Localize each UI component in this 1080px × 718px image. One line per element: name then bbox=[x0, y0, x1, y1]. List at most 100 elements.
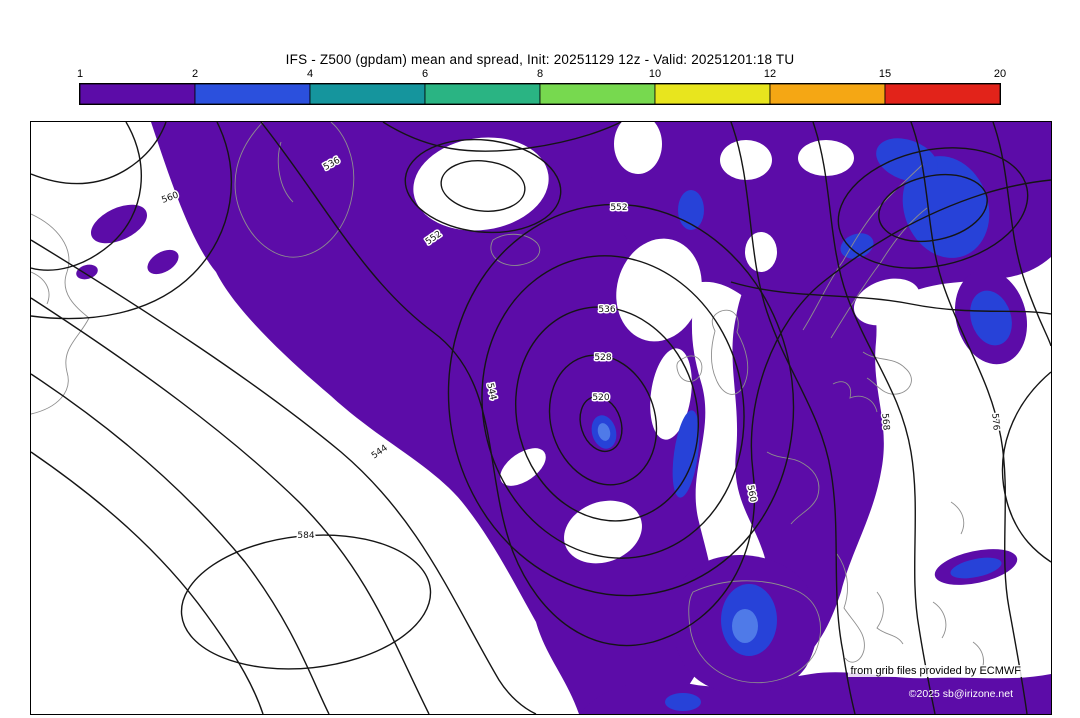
contour-label: 560 bbox=[161, 190, 181, 205]
colorbar-tick: 8 bbox=[536, 68, 544, 80]
blue-patch bbox=[950, 557, 1002, 579]
spread-map: 520 528 536 544 552 552 560 560 568 576 … bbox=[31, 122, 1051, 714]
colorbar-tick: 12 bbox=[763, 68, 777, 80]
blue-patch bbox=[876, 138, 938, 182]
spread-blue-core bbox=[597, 423, 758, 643]
blue-patch bbox=[672, 410, 700, 498]
coastline-baltic bbox=[862, 351, 912, 395]
contour-ring-low bbox=[440, 160, 526, 212]
spread-region bbox=[90, 204, 148, 244]
colorbar-segment bbox=[309, 83, 426, 105]
page-title: IFS - Z500 (gpdam) mean and spread, Init… bbox=[285, 52, 795, 67]
colorbar-segment bbox=[654, 83, 771, 105]
contour-ring bbox=[447, 203, 795, 597]
white-gap bbox=[798, 140, 854, 176]
coastline-norway bbox=[830, 207, 928, 339]
contour-labels: 520 528 536 544 552 552 560 560 568 576 … bbox=[159, 154, 1002, 542]
coastline-greenland bbox=[234, 122, 355, 258]
contour-label: 560 bbox=[745, 484, 758, 503]
contour-label: 576 bbox=[989, 413, 1000, 431]
white-gap bbox=[500, 448, 546, 486]
contour-label: 520 bbox=[592, 393, 609, 403]
white-gap bbox=[564, 500, 642, 564]
contour-line bbox=[31, 239, 537, 714]
blue-patch bbox=[678, 190, 704, 230]
contour-label: 536 bbox=[598, 305, 615, 315]
coastline-europe bbox=[932, 601, 947, 639]
contour-line bbox=[730, 281, 1051, 315]
contour-line bbox=[910, 122, 1028, 714]
map-frame: 520 528 536 544 552 552 560 560 568 576 … bbox=[30, 121, 1052, 715]
contour-ring-low bbox=[878, 173, 988, 243]
blue-core-patch bbox=[597, 423, 611, 441]
contour-line bbox=[31, 451, 264, 714]
colorbar-frame bbox=[79, 83, 1001, 105]
colorbar-tick: 20 bbox=[993, 68, 1007, 80]
colorbar-segment bbox=[884, 83, 1001, 105]
contour-ring bbox=[579, 395, 623, 453]
coastline-europe bbox=[950, 501, 965, 535]
white-gap bbox=[650, 348, 692, 440]
contour-label: 544 bbox=[370, 443, 390, 461]
spread-region bbox=[732, 240, 884, 662]
colorbar-tick: 15 bbox=[878, 68, 892, 80]
credits-ecmwf: from grib files provided by ECMWF bbox=[848, 665, 1023, 677]
colorbar-segment bbox=[424, 83, 541, 105]
white-gap bbox=[616, 238, 702, 342]
white-gap bbox=[745, 232, 777, 272]
coastline-balkans bbox=[876, 591, 904, 645]
coastline-france bbox=[766, 451, 820, 525]
colorbar-tick: 2 bbox=[191, 68, 199, 80]
contour-ring bbox=[514, 306, 700, 522]
contour-ring bbox=[548, 354, 658, 486]
contour-ring-high bbox=[180, 534, 432, 670]
colorbar bbox=[79, 83, 1001, 105]
contour-line bbox=[1001, 371, 1051, 563]
spread-region bbox=[151, 122, 715, 714]
contour-lines bbox=[31, 122, 1051, 714]
contour-label: 568 bbox=[879, 413, 890, 431]
coastline-denmark bbox=[832, 381, 878, 413]
coastline-greenland-fjord bbox=[277, 141, 294, 203]
spread-region bbox=[147, 249, 179, 275]
colorbar-tick: 1 bbox=[76, 68, 84, 80]
white-gap bbox=[720, 140, 772, 180]
contour-ring-low bbox=[404, 138, 562, 234]
white-gap bbox=[614, 122, 662, 174]
coastline-britain bbox=[710, 309, 749, 395]
contour-line bbox=[730, 122, 856, 714]
blue-patch bbox=[840, 233, 874, 259]
spread-region bbox=[76, 264, 98, 280]
contour-line bbox=[31, 373, 330, 714]
credits-irizone: ©2025 sb@irizone.net bbox=[908, 688, 1013, 700]
low-spread-gaps bbox=[413, 122, 921, 564]
coastline-canada bbox=[31, 213, 90, 415]
contour-label: 528 bbox=[594, 353, 611, 363]
contour-ring bbox=[481, 255, 745, 559]
coastline-norway bbox=[802, 163, 924, 331]
colorbar-tick: 4 bbox=[306, 68, 314, 80]
colorbar-segment bbox=[539, 83, 656, 105]
contour-label: 552 bbox=[610, 203, 627, 213]
blue-patch bbox=[970, 290, 1012, 346]
blue-core-patch bbox=[732, 609, 758, 643]
contour-label: 584 bbox=[297, 531, 314, 541]
coastline-iberia bbox=[688, 580, 821, 684]
colorbar-segment bbox=[79, 83, 196, 105]
colorbar-segment bbox=[769, 83, 886, 105]
colorbar-segment bbox=[194, 83, 311, 105]
white-gap bbox=[413, 137, 549, 231]
colorbar-tick: 6 bbox=[421, 68, 429, 80]
coastline-ireland bbox=[676, 355, 703, 382]
coastline-canada bbox=[31, 271, 50, 305]
blue-patch bbox=[665, 693, 701, 711]
contour-line bbox=[31, 122, 167, 185]
white-gap bbox=[853, 278, 921, 326]
contour-ring-low bbox=[837, 147, 1029, 269]
contour-line bbox=[31, 297, 430, 714]
colorbar-tick: 10 bbox=[648, 68, 662, 80]
coastline-italy bbox=[836, 553, 865, 663]
contour-line bbox=[31, 122, 233, 320]
contour-line bbox=[992, 122, 1051, 347]
contour-line bbox=[812, 122, 936, 714]
